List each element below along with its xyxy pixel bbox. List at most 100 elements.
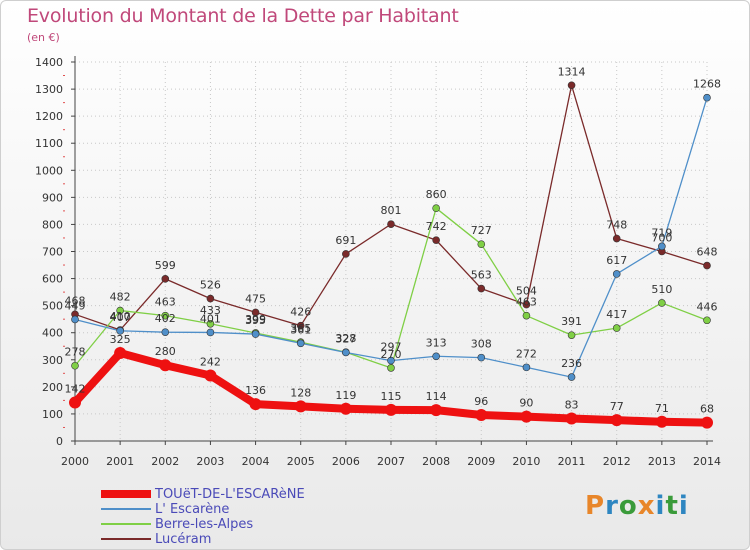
data-point-0 (69, 396, 81, 409)
data-label-0: 136 (245, 384, 266, 397)
data-point-0 (430, 404, 443, 417)
y-tick-label: 500 (42, 300, 63, 313)
data-point-2 (703, 316, 711, 325)
data-point-0 (204, 369, 217, 382)
y-tick-label: 400 (42, 327, 63, 340)
x-tick-label: 2003 (196, 455, 224, 468)
data-label-1: 297 (381, 341, 402, 354)
data-point-1 (703, 93, 711, 102)
x-tick-label: 2010 (512, 455, 540, 468)
data-point-0 (385, 403, 397, 416)
data-label-2: 433 (200, 304, 221, 317)
data-label-1: 402 (155, 312, 176, 325)
legend-label: Berre-les-Alpes (155, 517, 254, 532)
chart-unit: (en €) (27, 31, 60, 44)
data-label-0: 90 (519, 397, 533, 410)
data-point-0 (294, 400, 307, 413)
x-tick-label: 2009 (467, 455, 495, 468)
data-label-0: 115 (381, 390, 402, 403)
data-point-1 (161, 328, 170, 336)
legend-swatch (101, 490, 151, 498)
data-label-2: 860 (426, 188, 447, 201)
data-label-3: 648 (697, 246, 718, 259)
data-label-1: 308 (471, 338, 492, 351)
y-tick-label: 1300 (35, 83, 63, 96)
x-tick-label: 2012 (603, 455, 631, 468)
legend-item: Berre-les-Alpes (101, 517, 401, 532)
data-label-3: 742 (426, 220, 447, 233)
data-label-2: 482 (110, 291, 131, 304)
data-point-0 (339, 402, 352, 415)
data-label-3: 563 (471, 269, 492, 282)
proxiti-logo: Proxiti (585, 491, 689, 521)
data-point-1 (387, 356, 395, 365)
data-label-3: 1314 (558, 65, 586, 78)
data-point-2 (567, 331, 576, 339)
data-label-3: 475 (245, 292, 266, 305)
data-point-1 (116, 327, 124, 335)
x-tick-label: 2013 (648, 455, 676, 468)
data-point-3 (522, 300, 531, 309)
data-label-3: 468 (65, 294, 86, 307)
data-point-2 (206, 319, 215, 328)
data-label-0: 128 (290, 386, 311, 399)
data-point-0 (565, 412, 578, 425)
data-point-0 (610, 414, 623, 427)
y-tick-label: 1000 (35, 164, 63, 177)
data-label-2: 399 (245, 313, 266, 326)
data-label-3: 599 (155, 259, 176, 272)
legend-item: Lucéram (101, 532, 401, 547)
y-tick-label: 1100 (35, 137, 63, 150)
data-point-2 (477, 240, 486, 248)
legend-swatch (101, 508, 151, 510)
data-point-1 (567, 373, 576, 381)
data-point-3 (703, 261, 711, 270)
data-label-1: 395 (245, 314, 266, 327)
data-label-0: 83 (565, 399, 579, 412)
data-point-1 (296, 339, 305, 348)
data-label-2: 365 (290, 322, 311, 335)
data-point-2 (658, 299, 666, 307)
data-label-3: 426 (290, 306, 311, 319)
data-label-0: 242 (200, 355, 221, 368)
data-point-1 (522, 363, 531, 372)
data-label-1: 361 (290, 323, 311, 336)
data-label-2: 446 (697, 300, 718, 313)
data-label-1: 719 (651, 226, 672, 239)
data-label-3: 691 (335, 234, 356, 247)
data-label-2: 463 (516, 296, 537, 309)
data-point-3 (567, 81, 576, 90)
data-point-2 (116, 306, 124, 315)
data-point-2 (161, 311, 170, 320)
data-label-1: 272 (516, 347, 537, 360)
legend: TOUëT-DE-L'ESCARèNE L' Escarène Berre-les-… (101, 487, 401, 547)
y-tick-label: 800 (42, 218, 63, 231)
data-point-1 (71, 315, 79, 324)
data-label-3: 801 (381, 204, 402, 217)
legend-label: TOUëT-DE-L'ESCARèNE (155, 487, 305, 502)
data-point-3 (477, 284, 486, 293)
y-tick-label: 300 (42, 354, 63, 367)
legend-label: L' Escarène (155, 502, 230, 517)
data-point-0 (159, 359, 172, 372)
data-point-3 (342, 250, 350, 258)
x-tick-label: 2002 (151, 455, 179, 468)
data-label-0: 280 (155, 345, 176, 358)
data-point-0 (701, 416, 713, 429)
x-tick-label: 2006 (332, 455, 360, 468)
y-tick-label: 900 (42, 191, 63, 204)
y-tick-label: 200 (42, 381, 63, 394)
data-point-3 (296, 321, 305, 330)
data-point-0 (655, 415, 668, 428)
x-tick-label: 2000 (61, 455, 89, 468)
data-point-3 (387, 220, 395, 228)
data-label-2: 278 (65, 346, 86, 359)
data-label-1: 617 (606, 254, 627, 267)
data-label-2: 463 (155, 296, 176, 309)
data-point-1 (477, 353, 486, 362)
data-label-2: 727 (471, 224, 492, 237)
data-label-0: 142 (65, 383, 86, 396)
legend-item: TOUëT-DE-L'ESCARèNE (101, 487, 401, 502)
chart-title: Evolution du Montant de la Dette par Hab… (27, 5, 459, 27)
